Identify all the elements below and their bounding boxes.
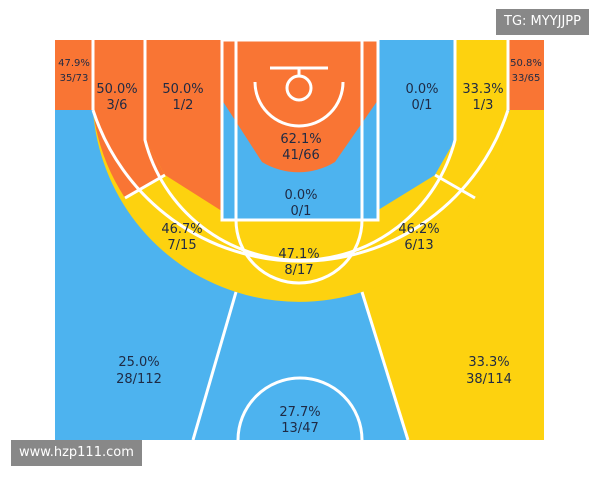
divider-right-three <box>360 291 410 441</box>
restricted-area-zone <box>222 40 378 173</box>
top-key-mid-pct: 47.1% <box>278 247 319 262</box>
right-wing-mid-pct: 33.3% <box>462 82 503 97</box>
court-lines <box>91 38 510 441</box>
right-wing-three-pct: 33.3% <box>468 355 509 370</box>
right-elbow-mid-frac: 6/13 <box>404 238 433 253</box>
center-circle <box>236 376 364 441</box>
right-baseline-mid-pct: 0.0% <box>405 82 438 97</box>
right-baseline-mid-zone <box>362 40 455 220</box>
left-wing-three-pct: 25.0% <box>118 355 159 370</box>
paint-pct: 0.0% <box>284 188 317 203</box>
divider-left-three <box>191 291 238 441</box>
mid-range-inner-arc <box>143 40 457 262</box>
left-corner-zone <box>55 40 93 110</box>
left-wing-mid-frac: 3/6 <box>107 98 128 113</box>
top-three-frac: 13/47 <box>281 421 318 436</box>
left-wing-mid-pct: 50.0% <box>96 82 137 97</box>
restricted-area-frac: 41/66 <box>282 148 319 163</box>
right-baseline-mid-frac: 0/1 <box>412 98 433 113</box>
right-corner-zone <box>508 40 544 110</box>
right-wing-mid-zone <box>435 40 508 198</box>
left-elbow-mid-pct: 46.7% <box>161 222 202 237</box>
restricted-area-pct: 62.1% <box>280 132 321 147</box>
right-corner-pct: 50.8% <box>510 58 542 69</box>
paint-frac: 0/1 <box>291 204 312 219</box>
left-baseline-mid-pct: 50.0% <box>162 82 203 97</box>
right-elbow-mid-pct: 46.2% <box>398 222 439 237</box>
top-key-mid-frac: 8/17 <box>284 263 313 278</box>
left-corner-pct: 47.9% <box>58 58 90 69</box>
right-corner-frac: 33/65 <box>512 73 541 84</box>
divider-right-wing <box>434 173 476 200</box>
left-wing-mid-zone <box>93 40 165 198</box>
paint-outline <box>220 38 380 222</box>
top-three-zone <box>193 292 408 440</box>
zone-labels: 47.9% 35/73 50.8% 33/65 50.0% 3/6 50.0% … <box>58 58 542 436</box>
left-wing-three-frac: 28/112 <box>116 372 162 387</box>
left-corner-frac: 35/73 <box>60 73 89 84</box>
rim <box>285 74 313 102</box>
restricted-arc <box>253 81 345 128</box>
left-baseline-mid-zone <box>145 40 236 220</box>
left-baseline-mid-frac: 1/2 <box>173 98 194 113</box>
right-wing-mid-frac: 1/3 <box>473 98 494 113</box>
left-elbow-mid-frac: 7/15 <box>167 238 196 253</box>
watermark-top-right: TG: MYYJJPP <box>496 9 589 35</box>
free-throw-arc <box>234 219 364 285</box>
divider-left-wing <box>124 173 166 200</box>
right-wing-three-frac: 38/114 <box>466 372 512 387</box>
top-three-pct: 27.7% <box>279 405 320 420</box>
watermark-bottom-left: www.hzp111.com <box>11 440 142 466</box>
